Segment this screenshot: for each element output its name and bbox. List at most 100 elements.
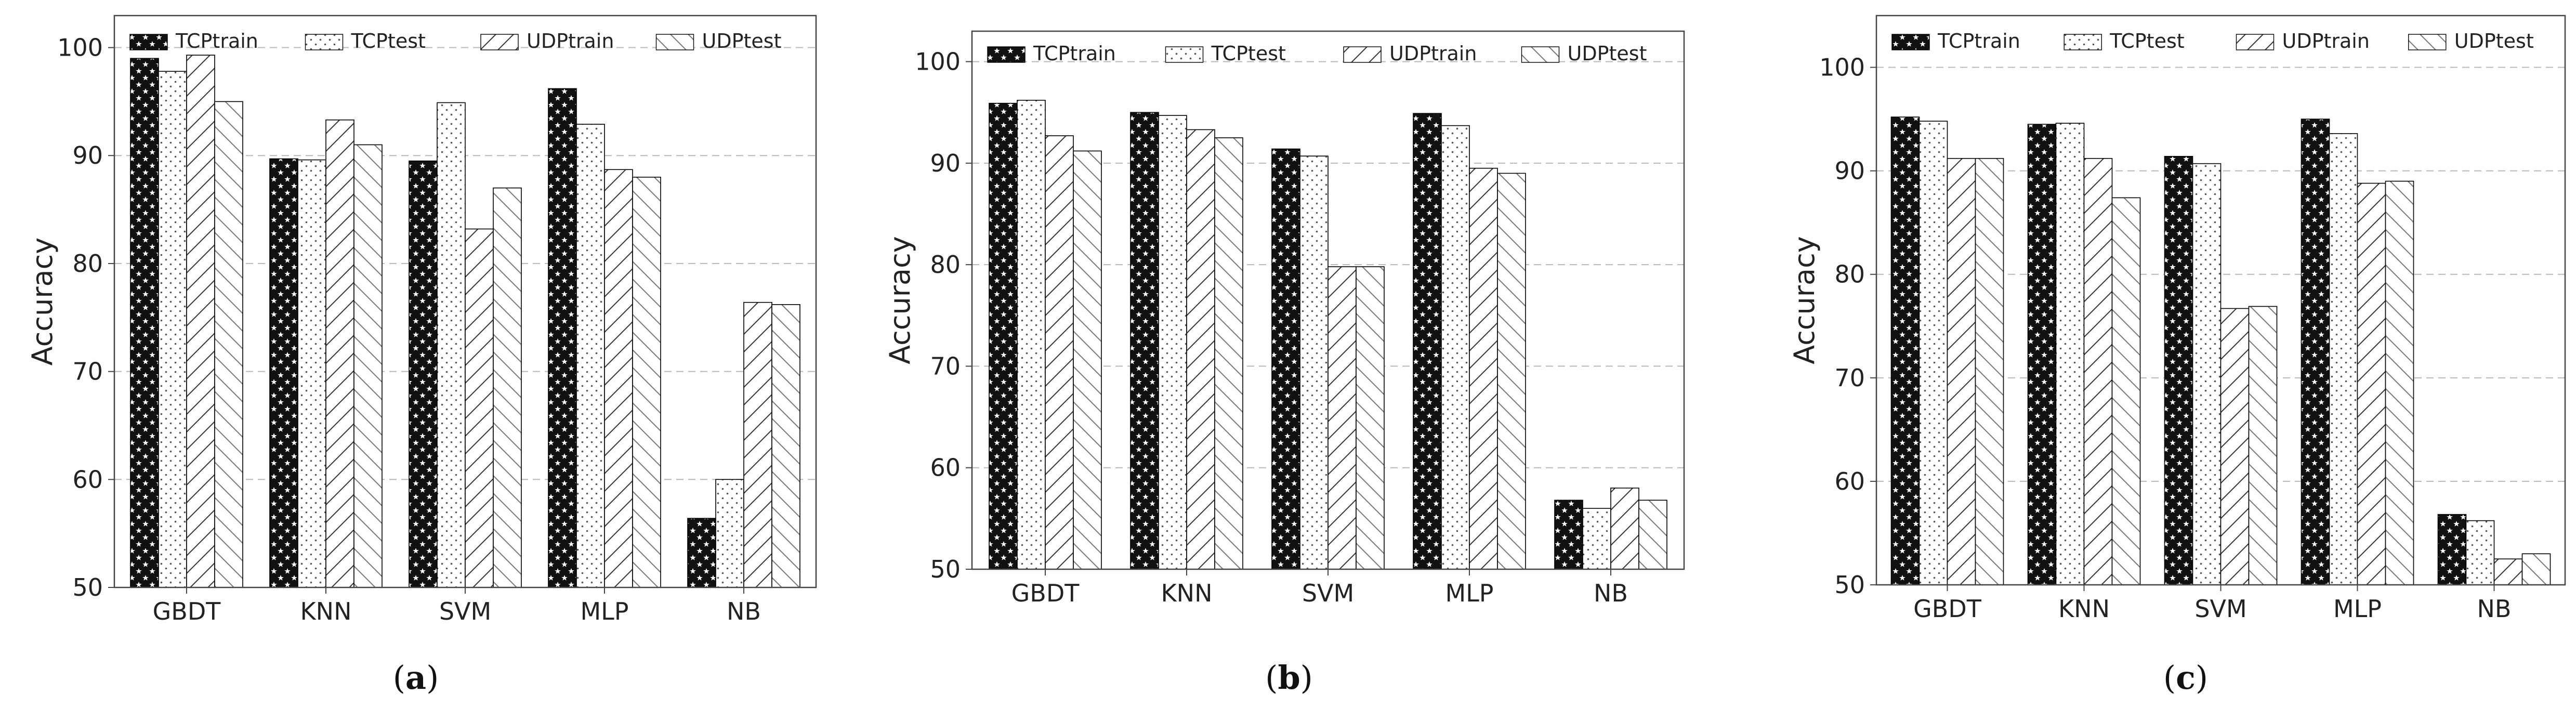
y-tick-label: 80 [930,251,961,279]
legend-swatch-TCPtest [1165,46,1204,63]
legend-label-TCPtrain: TCPtrain [1033,42,1116,65]
bar-TCPtest-GBDT [1918,121,1948,585]
bar-UDPtrain-GBDT [1947,158,1976,585]
panel-label: (a) [393,659,439,697]
legend-label-UDPtrain: UDPtrain [1389,42,1477,65]
bar-TCPtest-GBDT [158,71,187,588]
bar-TCPtest-MLP [2329,133,2358,585]
x-tick-label: SVM [1302,579,1354,607]
bar-UDPtest-KNN [353,144,383,588]
bar-UDPtrain-NB [1610,487,1639,570]
bar-TCPtrain-GBDT [1890,116,1920,585]
bar-TCPtrain-MLP [2301,119,2330,585]
legend-label-UDPtest: UDPtest [1568,42,1647,65]
legend-swatch-TCPtrain [1891,34,1930,50]
bar-UDPtrain-KNN [2083,158,2113,585]
legend-swatch-TCPtest [2064,34,2102,50]
bar-TCPtrain-NB [2437,514,2467,585]
chart-panel-b: 50 60 70 80 90 100 GBDT KNN SVM MLP NB Accuracy TCPt… [884,30,1685,697]
bar-UDPtest-MLP [1497,173,1526,570]
bar-TCPtrain-GBDT [130,58,159,588]
bar-TCPtrain-SVM [1271,148,1300,570]
legend-swatch-TCPtrain [129,34,168,50]
bar-UDPtest-NB [2521,553,2551,585]
bar-UDPtrain-SVM [465,228,494,588]
bar-UDPtest-GBDT [1975,158,2004,585]
x-tick-label: MLP [2333,595,2382,623]
bar-TCPtest-MLP [1441,125,1470,570]
bar-TCPtrain-GBDT [989,102,1018,570]
plot-frame [113,15,817,588]
plot-frame [971,30,1685,570]
y-tick-label: 60 [72,465,103,493]
bar-UDPtrain-KNN [325,119,354,588]
bar-UDPtrain-KNN [1186,129,1215,570]
chart-panel-a: 50 60 70 80 90 100 GBDT KNN SVM MLP NB Accuracy TCPt… [26,15,817,697]
legend: TCPtrain TCPtest UDPtrain UDPtest [1891,30,2534,53]
legend-swatch-UDPtrain [1343,46,1382,63]
x-tick-label: MLP [580,597,628,625]
bar-TCPtest-NB [2465,520,2495,585]
bar-TCPtrain-SVM [409,160,438,588]
y-axis-title: Accuracy [884,236,916,364]
bar-UDPtest-NB [1638,500,1667,570]
legend-label-UDPtrain: UDPtrain [2282,30,2370,53]
bar-UDPtest-GBDT [1073,150,1102,570]
y-tick-label: 70 [72,358,103,386]
legend-swatch-TCPtest [305,34,344,50]
x-tick-label: GBDT [1011,579,1080,607]
y-tick-label: 60 [1834,467,1865,495]
bar-UDPtest-SVM [493,187,522,588]
y-tick-label: 90 [930,149,961,177]
bar-UDPtest-KNN [2111,197,2141,585]
y-tick-label: 70 [1834,364,1865,392]
bar-TCPtrain-KNN [2027,124,2057,585]
legend-swatch-UDPtrain [480,34,519,50]
bar-TCPtest-MLP [576,124,605,588]
bar-TCPtrain-SVM [2164,155,2193,585]
y-tick-label: 100 [57,34,103,62]
x-tick-label: KNN [1161,579,1213,607]
bar-TCPtest-SVM [2192,163,2222,585]
bar-UDPtest-KNN [1214,137,1243,570]
legend-label-UDPtrain: UDPtrain [527,30,614,53]
x-tick-label: MLP [1445,579,1493,607]
x-tick-label: NB [727,597,761,625]
panel-label: (b) [1265,659,1313,697]
x-tick-label: KNN [300,597,352,625]
y-tick-label: 50 [1834,571,1865,599]
bar-UDPtrain-NB [2493,558,2523,585]
bar-UDPtrain-MLP [1469,167,1498,570]
y-axis-title: Accuracy [26,238,59,366]
bar-TCPtest-KNN [297,159,326,588]
bar-UDPtrain-SVM [1328,266,1357,570]
x-tick-label: NB [2477,595,2512,623]
bar-UDPtest-GBDT [214,101,243,588]
y-tick-label: 90 [1834,157,1865,185]
x-tick-label: GBDT [153,597,221,625]
bar-UDPtrain-GBDT [186,55,215,588]
bar-TCPtest-GBDT [1017,99,1046,570]
bar-TCPtrain-NB [687,518,716,588]
legend: TCPtrain TCPtest UDPtrain UDPtest [987,42,1647,65]
plot-frame [1875,15,2566,586]
y-axis-title: Accuracy [1788,236,1821,364]
y-tick-label: 80 [72,250,103,278]
bar-TCPtrain-MLP [1413,113,1442,570]
bar-TCPtest-KNN [1158,115,1187,570]
legend-swatch-UDPtrain [2236,34,2275,50]
y-tick-label: 70 [930,352,961,380]
legend-label-UDPtest: UDPtest [2454,30,2534,53]
legend-label-TCPtest: TCPtest [351,30,426,53]
bar-UDPtest-MLP [632,176,661,588]
bar-UDPtest-MLP [2385,180,2414,585]
bar-TCPtest-KNN [2055,123,2085,585]
x-tick-label: NB [1594,579,1628,607]
bar-TCPtrain-MLP [548,88,577,588]
bar-TCPtest-SVM [437,102,466,588]
bar-UDPtest-SVM [1356,266,1385,570]
legend-label-TCPtrain: TCPtrain [175,30,258,53]
y-tick-label: 50 [72,573,103,601]
bar-UDPtrain-MLP [604,169,633,588]
bar-UDPtest-NB [771,304,800,588]
